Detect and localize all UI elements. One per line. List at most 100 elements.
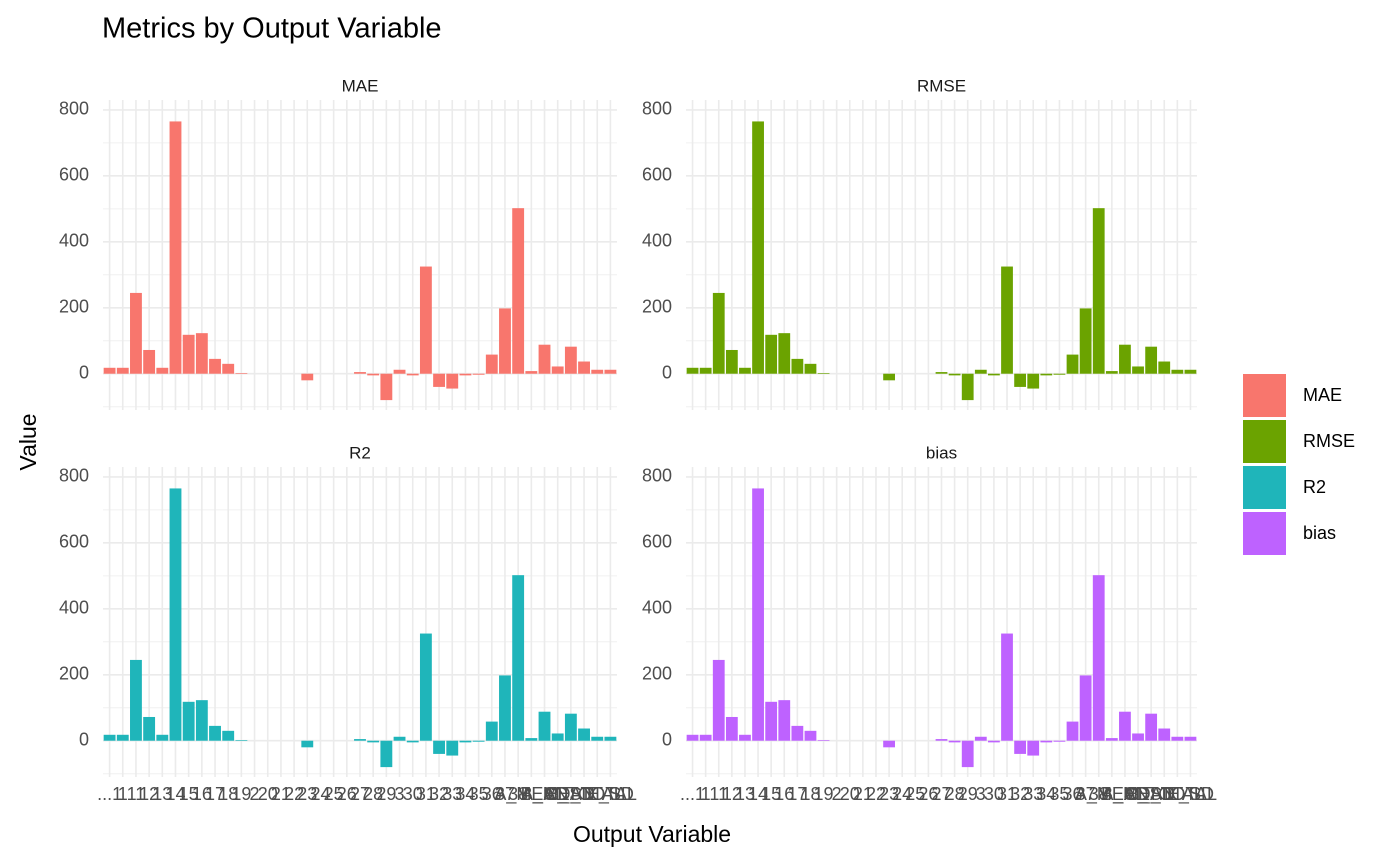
bar [935, 739, 948, 741]
x-tick-label: 1 [701, 784, 711, 804]
x-tick-label: 26 [337, 784, 357, 804]
bar [406, 373, 419, 376]
bar [1092, 208, 1105, 374]
y-tick-label: 600 [642, 532, 672, 552]
bar [367, 373, 380, 376]
bar [156, 367, 169, 374]
bar [130, 659, 142, 741]
bar [551, 366, 564, 374]
bar [472, 373, 485, 375]
x-tick-label: 34 [1036, 784, 1056, 804]
bar [974, 736, 987, 741]
bar [578, 728, 590, 741]
bar [1145, 346, 1158, 374]
x-tick-label: 28 [945, 784, 965, 804]
facet-label: RMSE [917, 76, 966, 95]
bar [156, 734, 169, 741]
x-tick-label: 19 [231, 784, 251, 804]
x-tick-label: 28 [363, 784, 383, 804]
bar [948, 740, 961, 743]
y-tick-label: 400 [642, 231, 672, 251]
y-tick-label: 200 [59, 297, 89, 317]
bar [1184, 736, 1197, 741]
bar [222, 363, 235, 374]
bar [686, 367, 699, 374]
x-tick-label: C_TOTAL [1125, 784, 1204, 805]
legend-label: RMSE [1303, 431, 1355, 451]
x-tick-label: E_SD [1167, 784, 1214, 805]
x-tick-label: 15 [761, 784, 781, 804]
bar [116, 734, 129, 741]
x-tick-label: C_TOTAL [544, 784, 623, 805]
legend-key [1243, 420, 1286, 463]
bar [591, 736, 604, 741]
bar [512, 575, 525, 741]
bar [1158, 361, 1171, 374]
bar [712, 659, 725, 741]
legend-label: R2 [1303, 477, 1326, 497]
x-tick-label: 20 [258, 784, 278, 804]
x-tick-label: 35 [1049, 784, 1069, 804]
x-tick-label: 1 [118, 784, 128, 804]
bar [182, 701, 195, 741]
x-tick-label: A_MEAN [1075, 784, 1149, 805]
bar [1040, 373, 1053, 376]
bar [525, 738, 538, 741]
y-tick-label: 0 [79, 362, 89, 382]
bar [1105, 371, 1118, 374]
bar [564, 346, 577, 374]
x-tick-label: A_SD [1101, 784, 1148, 805]
bar [301, 373, 314, 381]
y-tick-label: 600 [59, 532, 89, 552]
x-tick-label: 36 [482, 784, 502, 804]
bar [1001, 266, 1013, 374]
x-tick-label: 11 [127, 784, 146, 804]
y-tick-label: 0 [662, 362, 672, 382]
x-tick-label: 13 [152, 784, 172, 804]
bar [354, 739, 366, 741]
bar [974, 369, 987, 374]
bar [1027, 740, 1040, 756]
bar [235, 373, 248, 374]
x-tick-label: B_SD [1128, 784, 1175, 805]
x-tick-label: B_MEAN [1101, 784, 1175, 805]
x-tick-label: 26 [918, 784, 938, 804]
x-tick-label: 32 [429, 784, 449, 804]
x-tick-label: 27 [931, 784, 951, 804]
x-tick-label: 19 [814, 784, 834, 804]
bar [604, 369, 617, 374]
bar [1145, 713, 1158, 741]
bar [791, 725, 804, 741]
bar [169, 488, 182, 741]
bar [739, 734, 751, 741]
bar [380, 740, 393, 768]
x-tick-label: 24 [310, 784, 330, 804]
bar [446, 740, 459, 756]
x-tick-label: 22 [866, 784, 886, 804]
bar [1066, 721, 1079, 741]
y-tick-label: 600 [642, 165, 672, 185]
bar [725, 716, 738, 741]
x-tick-label: 37 [495, 784, 515, 804]
bar [752, 488, 764, 741]
bar [103, 734, 116, 741]
x-tick-label: 16 [774, 784, 794, 804]
x-tick-label: 31 [416, 784, 436, 804]
y-tick-label: 0 [662, 729, 672, 749]
bar [459, 373, 472, 376]
x-tick-label: 35 [469, 784, 489, 804]
bar [195, 333, 208, 374]
x-tick-label: 13 [735, 784, 755, 804]
x-tick-label: 38 [1089, 784, 1109, 804]
x-tick-label: 22 [284, 784, 304, 804]
x-tick-label: 32 [1010, 784, 1030, 804]
bar [948, 373, 961, 376]
bar [367, 740, 380, 743]
x-tick-label: 12 [722, 784, 742, 804]
x-tick-label: 3 [976, 784, 986, 804]
bar [699, 367, 712, 374]
bar [1014, 740, 1027, 754]
y-tick-label: 0 [79, 729, 89, 749]
x-tick-label: 30 [984, 784, 1004, 804]
